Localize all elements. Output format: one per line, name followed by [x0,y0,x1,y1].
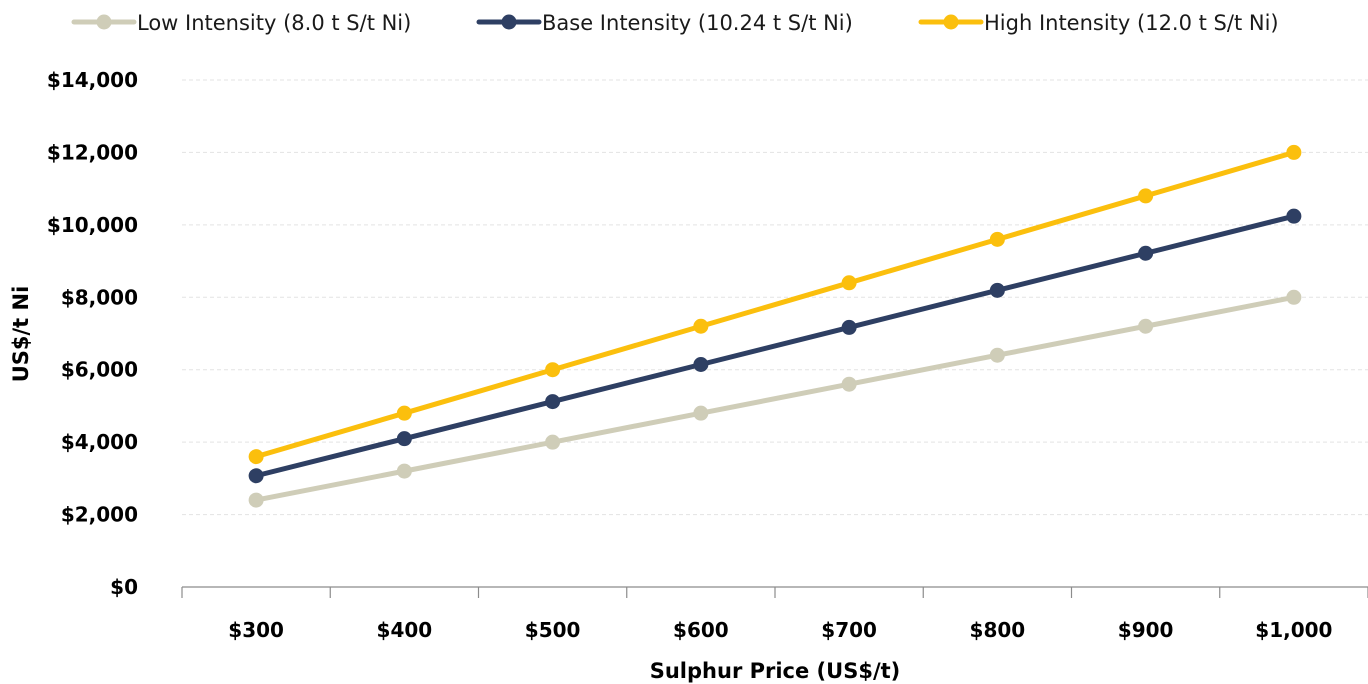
x-tick-label: $1,000 [1255,618,1332,642]
y-tick-label: $6,000 [61,358,138,382]
data-point [248,492,264,508]
y-axis: $0 $2,000 $4,000 $6,000 $8,000 $10,000 $12,000… [47,68,138,599]
data-point [1138,245,1154,261]
y-axis-title: US$/t Ni [9,286,33,383]
data-point [248,449,264,465]
data-point [396,405,412,421]
y-tick-label: $12,000 [47,140,138,164]
legend-label: High Intensity (12.0 t S/t Ni) [984,11,1279,35]
series-3 [248,144,1302,465]
data-point [989,282,1005,298]
y-tick-label: $4,000 [61,430,138,454]
series-2 [248,208,1302,484]
legend-item: Base Intensity (10.24 t S/t Ni) [476,11,853,35]
data-point [396,431,412,447]
data-point [1286,208,1302,224]
legend-marker-swatch [96,14,112,30]
y-tick-label: $14,000 [47,68,138,92]
data-point [693,318,709,334]
data-point [841,376,857,392]
data-point [1138,188,1154,204]
data-point [248,468,264,484]
legend-label: Low Intensity (8.0 t S/t Ni) [137,11,411,35]
data-point [693,356,709,372]
x-axis-title: Sulphur Price (US$/t) [650,659,901,683]
data-point [1138,318,1154,334]
y-tick-label: $8,000 [61,285,138,309]
data-point [841,319,857,335]
y-tick-label: $0 [110,575,138,599]
data-point [545,362,561,378]
y-tick-label: $10,000 [47,213,138,237]
data-point [841,275,857,291]
data-point [396,463,412,479]
data-point [1286,144,1302,160]
x-tick-label: $600 [673,618,729,642]
legend-label: Base Intensity (10.24 t S/t Ni) [542,11,853,35]
data-point [693,405,709,421]
series-layer [248,144,1302,508]
x-tick-label: $900 [1118,618,1174,642]
x-tick-label: $400 [377,618,433,642]
x-tick-label: $700 [821,618,877,642]
legend-item: Low Intensity (8.0 t S/t Ni) [71,11,411,35]
x-tick-label: $800 [970,618,1026,642]
legend: Low Intensity (8.0 t S/t Ni) Base Intensi… [71,11,1279,35]
y-tick-label: $2,000 [61,503,138,527]
x-axis: $300 $400 $500 $600 $700 $800 $900 $1,000 [181,586,1368,642]
series-1 [248,289,1302,508]
data-point [989,347,1005,363]
data-point [1286,289,1302,305]
data-point [989,231,1005,247]
series-line [253,213,1297,479]
data-point [545,434,561,450]
data-point [545,394,561,410]
x-tick-label: $300 [228,618,284,642]
legend-item: High Intensity (12.0 t S/t Ni) [918,11,1279,35]
gridlines [182,79,1368,516]
x-tick-label: $500 [525,618,581,642]
legend-marker-swatch [501,14,517,30]
series-line [253,294,1297,503]
series-line [253,149,1297,460]
legend-marker-swatch [943,14,959,30]
